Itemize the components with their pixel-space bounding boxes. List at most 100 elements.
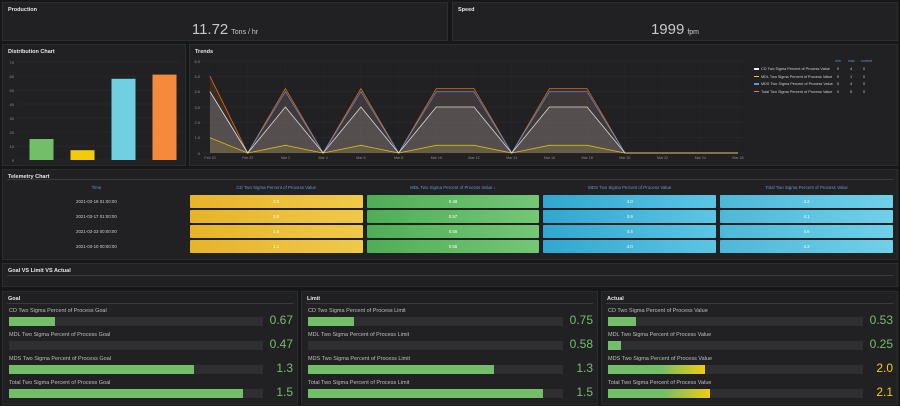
cell-cd: 3.0 bbox=[189, 210, 363, 223]
legend-item[interactable]: CD Two Sigma Percent of Process Value bbox=[754, 67, 830, 71]
cell-cd: 1.1 bbox=[189, 240, 363, 253]
legend-item[interactable]: Total Two Sigma Percent of Process Value bbox=[754, 90, 832, 94]
panel-title[interactable]: Telemetry Chart bbox=[8, 174, 50, 180]
cell-mds: 3.9 bbox=[543, 210, 717, 223]
legend-item[interactable]: MDL Two Sigma Percent of Process Value bbox=[754, 75, 832, 79]
series-area bbox=[210, 76, 738, 153]
gauge-fill bbox=[308, 365, 495, 374]
series-line[interactable] bbox=[209, 137, 738, 154]
cell-time: 2021-03-23 00:00:00 bbox=[76, 229, 117, 234]
y-tick-label: 2.0 bbox=[194, 119, 200, 125]
y-tick-label: 0 bbox=[11, 157, 14, 163]
legend-min-value: 0 bbox=[837, 67, 840, 71]
y-tick-label: 10 bbox=[9, 143, 14, 149]
panel-title[interactable]: Trends bbox=[195, 49, 214, 55]
gauge-item: MDL Two Sigma Percent of Process Goal 0.4… bbox=[9, 332, 293, 354]
table-row: 2021-03-19 01:00:00 3.0 0.49 4.0 4.2 bbox=[7, 195, 893, 208]
x-tick-label: Mar 6 bbox=[356, 156, 366, 160]
gauge-track bbox=[308, 365, 563, 374]
gauge-fill bbox=[9, 317, 55, 326]
y-tick-label: 20 bbox=[9, 129, 14, 135]
panel-title[interactable]: Goal bbox=[8, 296, 21, 302]
distribution-chart bbox=[17, 61, 181, 161]
gauge-value: 0.67 bbox=[269, 313, 293, 327]
gauge-label: CD Two Sigma Percent of Process Value bbox=[608, 308, 708, 314]
legend-item[interactable]: MDS Two Sigma Percent of Process Value bbox=[754, 82, 833, 86]
gauge-label: Total Two Sigma Percent of Process Goal bbox=[9, 380, 111, 386]
gauge-value: 1.3 bbox=[576, 361, 593, 375]
panel-title[interactable]: Limit bbox=[307, 296, 321, 302]
trends-chart bbox=[202, 60, 746, 154]
cell-cd: 1.6 bbox=[189, 225, 363, 238]
gauge-fill bbox=[608, 389, 710, 398]
x-tick-label: Mar 2 bbox=[280, 156, 291, 160]
production-stat: 11.72 Tons / hr bbox=[3, 21, 447, 39]
y-tick-label: 30 bbox=[9, 115, 14, 121]
gauge-track bbox=[308, 341, 563, 350]
gauge-track bbox=[608, 317, 863, 326]
gauge-item: MDL Two Sigma Percent of Process Limit 0.… bbox=[308, 332, 593, 354]
speed-stat: 1999 fpm bbox=[453, 21, 897, 39]
column-header-time[interactable]: Time bbox=[91, 185, 102, 190]
legend-max-value: 4 bbox=[850, 67, 853, 71]
gauge-value: 0.75 bbox=[569, 313, 593, 327]
cell-mds: 4.0 bbox=[543, 240, 717, 253]
legend-label: MDL Two Sigma Percent of Process Value bbox=[761, 74, 833, 79]
gauge-value: 2.1 bbox=[876, 385, 893, 399]
column-header-total[interactable]: Total Two Sigma Percent of Process Value bbox=[765, 185, 848, 190]
legend-current-value: 0 bbox=[863, 74, 866, 79]
table-row: 2021-03-10 00:00:00 1.1 0.55 4.0 4.2 bbox=[7, 240, 893, 253]
y-tick-label: 4.0 bbox=[194, 89, 200, 95]
x-tick-label: Feb 20 bbox=[204, 156, 216, 160]
legend-swatch bbox=[754, 75, 759, 78]
gauge-item: Total Two Sigma Percent of Process Goal 1… bbox=[9, 380, 293, 402]
bar[interactable] bbox=[70, 150, 95, 160]
legend-current-value: 0 bbox=[863, 67, 866, 71]
column-header-mdl[interactable]: MDL Two Sigma Percent of Process Value ↓ bbox=[410, 185, 496, 190]
y-tick-label: 3.0 bbox=[194, 104, 200, 110]
table-row: 2021-03-23 00:00:00 1.6 0.56 4.4 4.6 bbox=[7, 225, 893, 238]
panel-title[interactable]: Goal VS Limit VS Actual bbox=[8, 268, 71, 274]
panel-title[interactable]: Production bbox=[8, 7, 38, 13]
gauge-value: 0.47 bbox=[269, 337, 293, 351]
gauge-fill bbox=[608, 317, 637, 326]
cell-total: 4.1 bbox=[720, 210, 893, 223]
gauge-value: 1.5 bbox=[576, 385, 593, 399]
panel-title[interactable]: Actual bbox=[607, 296, 624, 302]
column-header-cd[interactable]: CD Two Sigma Percent of Process Value bbox=[236, 185, 317, 190]
legend-max-value: 1 bbox=[850, 74, 853, 79]
legend-max-value: 4 bbox=[850, 82, 853, 86]
gauge-value: 1.5 bbox=[276, 385, 293, 399]
x-tick-label: Mar 12 bbox=[468, 156, 480, 160]
gauge-label: MDS Two Sigma Percent of Process Limit bbox=[308, 356, 410, 362]
legend-swatch bbox=[754, 68, 759, 70]
column-header-mds[interactable]: MDS Two Sigma Percent of Process Value bbox=[588, 185, 672, 190]
bar[interactable] bbox=[29, 139, 54, 160]
bar[interactable] bbox=[111, 78, 136, 160]
distribution-panel: Distribution Chart 70 60 50 40 30 20 10 0 bbox=[2, 44, 186, 166]
speed-unit: fpm bbox=[687, 29, 700, 36]
table-row: 2021-03-17 01:00:00 3.0 0.57 3.9 4.1 bbox=[7, 210, 893, 223]
cell-mdl: 0.56 bbox=[366, 225, 540, 238]
cell-mds: 4.4 bbox=[543, 225, 717, 238]
legend-min-value: 0 bbox=[837, 89, 840, 94]
telemetry-table: Time CD Two Sigma Percent of Process Val… bbox=[3, 180, 897, 255]
panel-title[interactable]: Speed bbox=[458, 7, 475, 13]
gauge-fill bbox=[608, 341, 621, 350]
divider bbox=[7, 275, 893, 276]
gauge-label: Total Two Sigma Percent of Process Value bbox=[608, 380, 712, 386]
gauge-item: Total Two Sigma Percent of Process Limit… bbox=[308, 380, 593, 402]
series-area bbox=[210, 91, 738, 153]
bar[interactable] bbox=[152, 74, 177, 160]
legend-swatch bbox=[754, 83, 759, 85]
gauge-track bbox=[9, 317, 263, 326]
gauge-label: Total Two Sigma Percent of Process Limit bbox=[308, 380, 410, 386]
y-tick-label: 50 bbox=[9, 87, 14, 93]
gauge-label: MDL Two Sigma Percent of Process Limit bbox=[308, 332, 410, 338]
x-tick-label: Mar 4 bbox=[318, 156, 328, 160]
panel-title[interactable]: Distribution Chart bbox=[8, 49, 55, 55]
gauge-fill bbox=[308, 389, 543, 398]
legend-min-value: 0 bbox=[837, 82, 840, 86]
gauge-item: Total Two Sigma Percent of Process Value… bbox=[608, 380, 893, 402]
cell-total: 4.6 bbox=[720, 225, 893, 238]
